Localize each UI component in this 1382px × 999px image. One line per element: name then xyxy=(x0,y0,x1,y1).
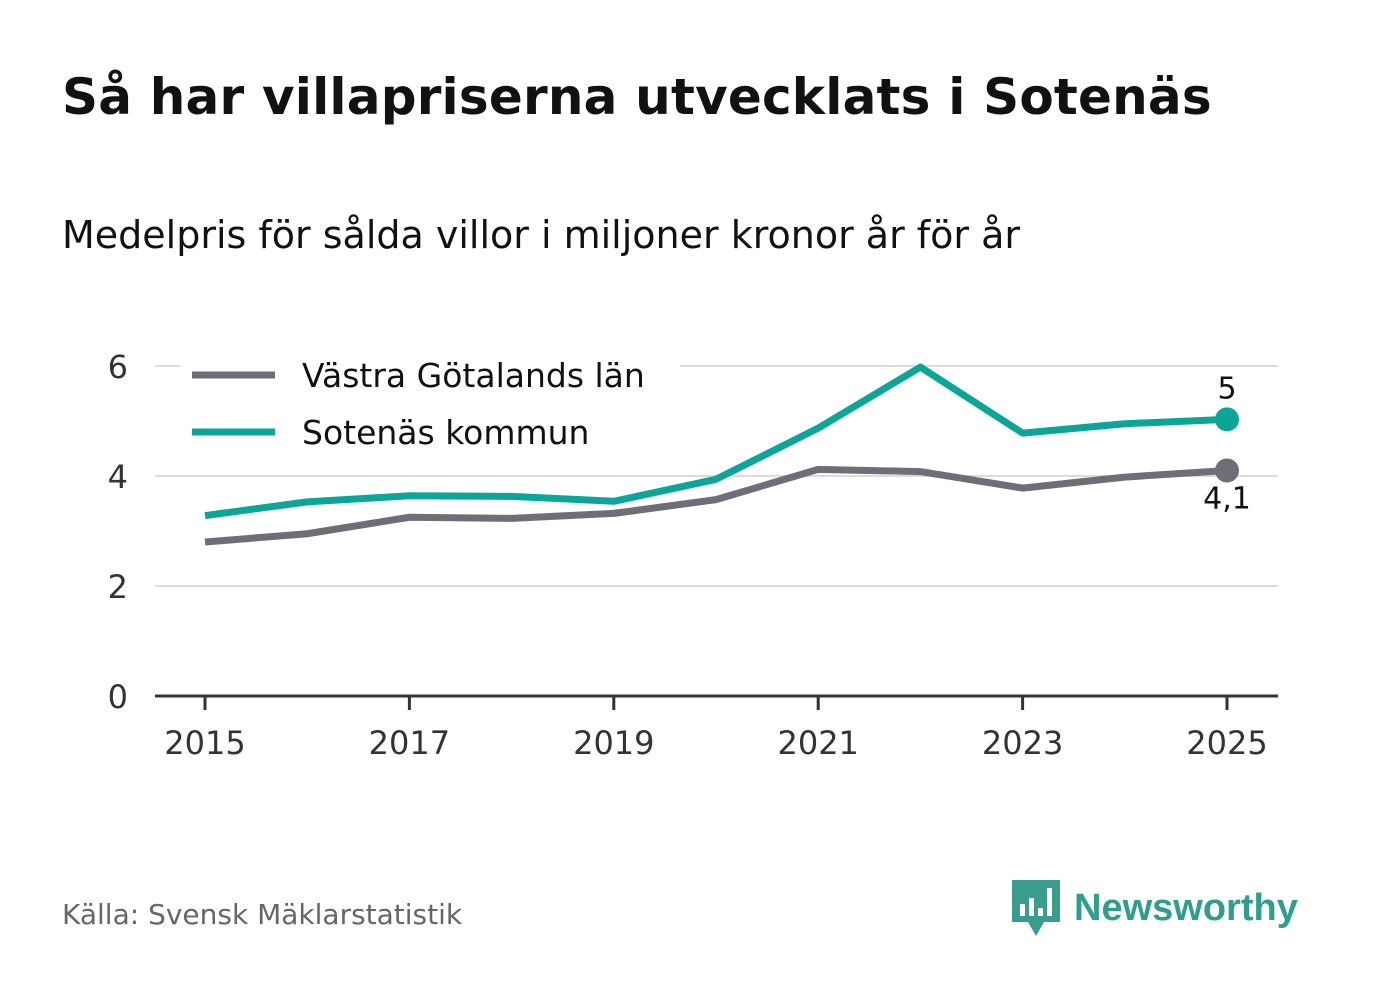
page-title: Så har villapriserna utvecklats i Sotenä… xyxy=(62,68,1212,126)
x-tick-label: 2015 xyxy=(164,724,245,762)
series-end-label-0: 4,1 xyxy=(1203,482,1251,517)
x-tick-label: 2021 xyxy=(777,724,858,762)
y-tick-label: 6 xyxy=(108,348,128,386)
x-tick-label: 2025 xyxy=(1186,724,1267,762)
series-line-0 xyxy=(204,465,1228,546)
y-tick-label: 2 xyxy=(108,568,128,606)
brand-logo: Newsworthy xyxy=(1010,878,1298,938)
series-end-marker-1 xyxy=(1215,407,1239,432)
series-end-marker-0 xyxy=(1215,458,1239,483)
brand-name: Newsworthy xyxy=(1074,886,1298,929)
source-note: Källa: Svensk Mäklarstatistik xyxy=(62,898,463,931)
x-tick-label: 2023 xyxy=(982,724,1063,762)
newsworthy-logo-icon xyxy=(1012,880,1060,936)
x-tick-label: 2019 xyxy=(573,724,654,762)
chart-subtitle: Medelpris för sålda villor i miljoner kr… xyxy=(62,213,1021,257)
legend-label-1: Sotenäs kommun xyxy=(302,413,589,452)
series-line-1 xyxy=(204,363,1228,520)
series-end-label-1: 5 xyxy=(1217,371,1236,406)
y-tick-label: 4 xyxy=(108,458,128,496)
x-tick-label: 2017 xyxy=(369,724,450,762)
y-tick-label: 0 xyxy=(108,678,128,716)
legend-label-0: Västra Götalands län xyxy=(302,356,645,395)
